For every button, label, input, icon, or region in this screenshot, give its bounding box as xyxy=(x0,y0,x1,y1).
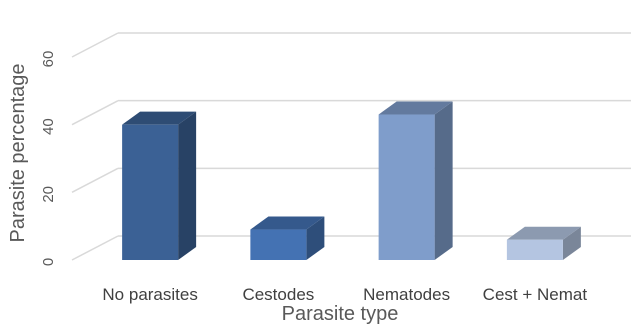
gridline-depth-40 xyxy=(71,100,119,126)
y-tick-label: 0 xyxy=(40,258,57,266)
x-tick-label: No parasites xyxy=(102,285,197,304)
bar-top xyxy=(250,216,325,230)
bar-top xyxy=(506,226,581,240)
bar-top xyxy=(378,101,453,115)
bar-top xyxy=(122,111,197,125)
x-tick-labels: No parasites Cestodes Nematodes Cest + Nema… xyxy=(102,285,587,304)
y-axis-title: Parasite percentage xyxy=(7,63,29,242)
bar-no-parasites xyxy=(122,111,197,261)
x-tick-label: Cestodes xyxy=(242,285,314,304)
y-tick-label: 60 xyxy=(40,51,57,68)
x-axis-title: Parasite type xyxy=(282,303,399,325)
y-tick-label: 40 xyxy=(40,118,57,135)
y-tick-label: 20 xyxy=(40,186,57,203)
bar-side xyxy=(306,216,325,260)
gridline-depth-0 xyxy=(71,235,119,261)
y-tick-labels: 0 20 40 60 xyxy=(40,51,57,267)
bar-cest-nemat xyxy=(506,226,581,260)
bar-cestodes xyxy=(250,216,325,260)
x-tick-label: Cest + Nemat xyxy=(483,285,588,304)
bar-front xyxy=(250,229,307,260)
bar-nematodes xyxy=(378,101,453,261)
bar-side xyxy=(562,226,581,260)
bar-side xyxy=(434,101,453,261)
bar-front xyxy=(378,114,435,261)
bar-front xyxy=(506,239,563,260)
gridline-depth-60 xyxy=(71,32,119,58)
bar-front xyxy=(122,124,179,261)
bars xyxy=(122,101,581,261)
gridline-depth-20 xyxy=(71,167,119,193)
x-tick-label: Nematodes xyxy=(363,285,450,304)
bar-side xyxy=(178,111,197,261)
